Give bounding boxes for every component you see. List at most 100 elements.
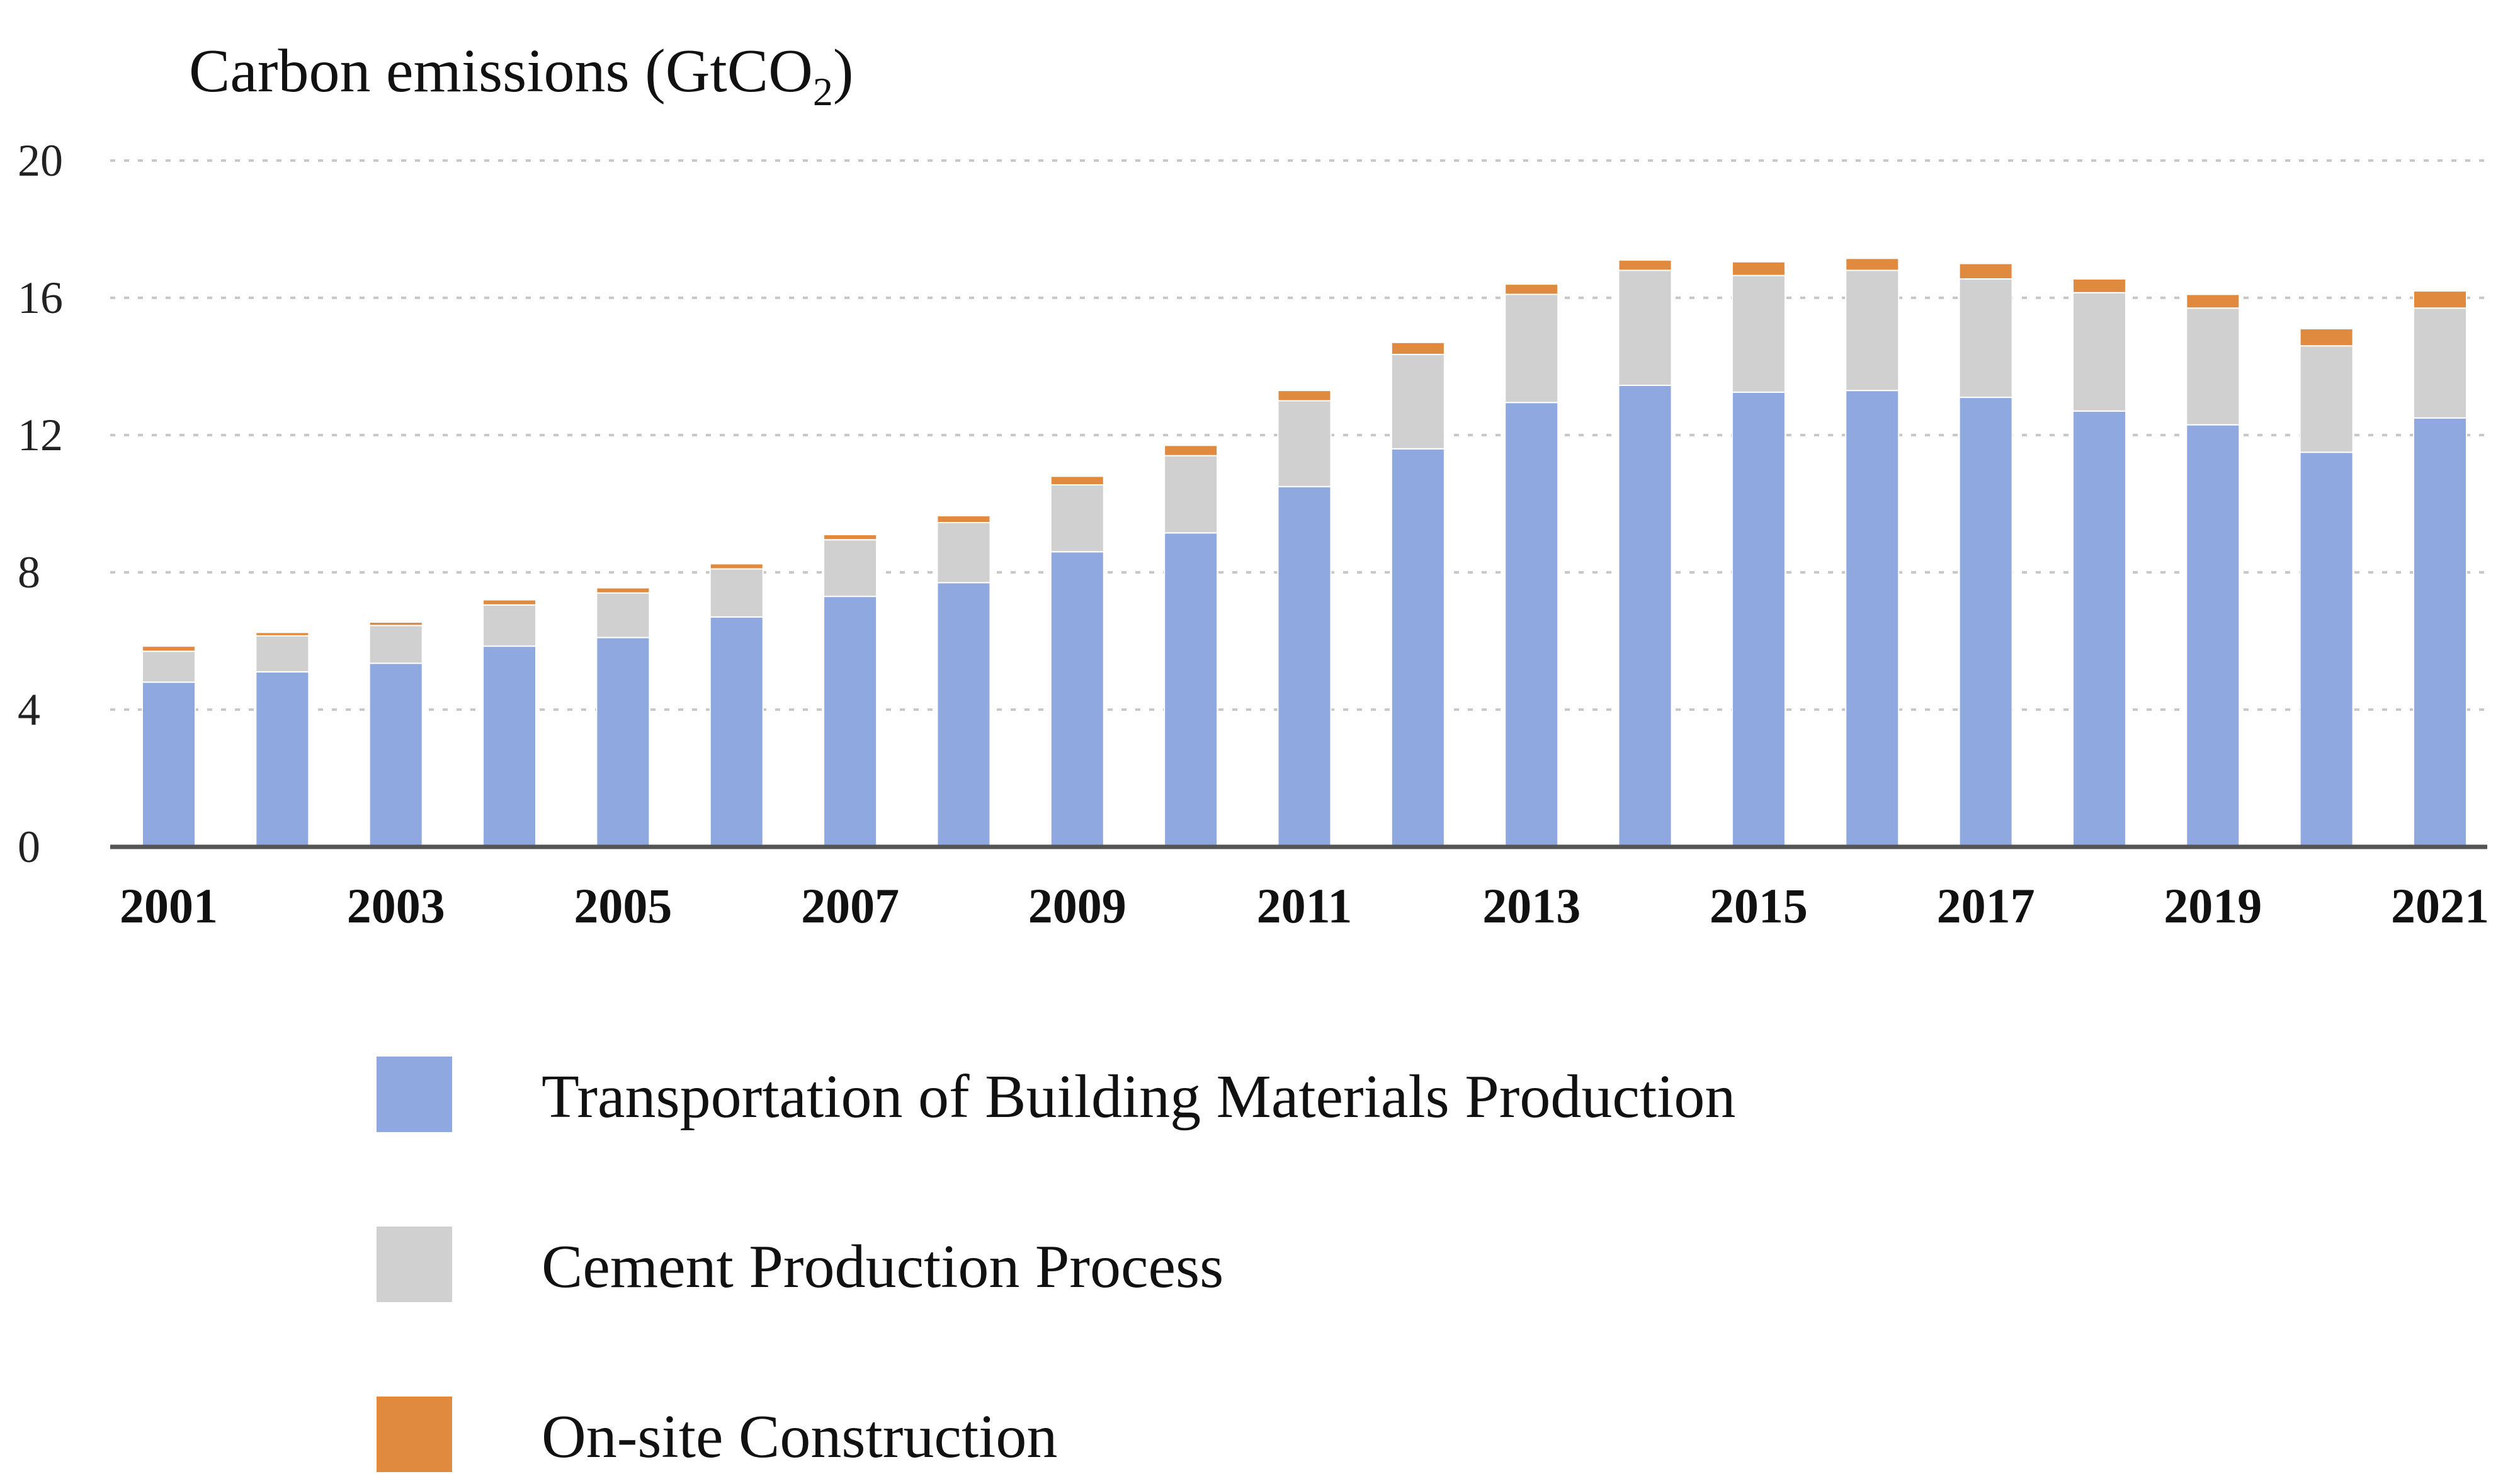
bar-onsite <box>596 587 650 594</box>
bar-transportation <box>936 582 991 848</box>
x-tick-label: 2011 <box>1257 878 1353 933</box>
bar-onsite <box>1731 261 1786 276</box>
bar-group-2002 <box>255 632 310 848</box>
bar-group-2020 <box>2299 328 2354 848</box>
bar-onsite <box>482 599 537 606</box>
y-axis-title-subscript: 2 <box>813 69 833 114</box>
y-axis-title: Carbon emissions (GtCO2) <box>189 37 854 114</box>
bar-onsite <box>2413 290 2467 309</box>
x-axis-ticks: 2001 2003 2005 2007 2009 2011 2013 2015 2017 2019… <box>120 878 2489 933</box>
bar-transportation <box>2186 424 2240 848</box>
y-tick-label: 8 <box>18 547 40 598</box>
legend-label: On-site Construction <box>542 1403 1057 1471</box>
bar-group-2003 <box>368 621 423 848</box>
x-tick-label: 2007 <box>801 878 899 933</box>
bar-onsite <box>1504 283 1559 295</box>
bar-transportation <box>1050 551 1104 848</box>
legend: Transportation of Building Materials Pro… <box>377 1057 1735 1472</box>
bar-cement <box>1504 293 1559 404</box>
bar-onsite <box>2072 278 2126 293</box>
bar-group-2009 <box>1050 475 1104 848</box>
bar-transportation <box>1390 448 1445 848</box>
bar-cement <box>936 521 991 584</box>
y-tick-label: 16 <box>18 273 63 323</box>
bar-group-2005 <box>596 587 650 848</box>
legend-label: Transportation of Building Materials Pro… <box>542 1063 1735 1131</box>
bar-cement <box>482 604 537 647</box>
bar-group-2013 <box>1504 283 1559 848</box>
bar-group-2007 <box>823 534 878 848</box>
bar-onsite <box>2186 293 2240 309</box>
bar-cement <box>2299 345 2354 453</box>
bar-cement <box>1277 400 1332 487</box>
bar-cement <box>709 568 764 618</box>
bar-onsite <box>1050 475 1104 486</box>
bar-onsite <box>1277 390 1332 402</box>
bar-transportation <box>142 681 196 848</box>
bar-transportation <box>1504 402 1559 848</box>
bar-cement <box>2186 307 2240 426</box>
bar-transportation <box>255 671 310 848</box>
legend-swatch <box>377 1227 452 1302</box>
bar-onsite <box>1618 259 1672 271</box>
bar-group-2014 <box>1618 259 1672 848</box>
bar-group-2008 <box>936 515 991 848</box>
x-tick-label: 2015 <box>1710 878 1808 933</box>
bar-cement <box>596 592 650 638</box>
legend-item: Cement Production Process <box>377 1227 1223 1302</box>
bar-cement <box>1845 269 1900 392</box>
bar-transportation <box>709 616 764 848</box>
x-tick-label: 2013 <box>1482 878 1581 933</box>
bar-cement <box>823 539 878 598</box>
bar-onsite <box>1164 445 1218 456</box>
bar-onsite <box>1958 263 2013 280</box>
bar-cement <box>1164 455 1218 534</box>
bars <box>142 258 2467 848</box>
bar-cement <box>1958 278 2013 399</box>
bar-transportation <box>1277 485 1332 848</box>
y-tick-label: 0 <box>18 822 40 872</box>
bar-group-2021 <box>2413 290 2467 848</box>
bar-transportation <box>2299 451 2354 848</box>
bar-group-2019 <box>2186 293 2240 848</box>
bar-group-2001 <box>142 645 196 848</box>
x-tick-label: 2021 <box>2391 878 2489 933</box>
bar-onsite <box>1845 258 1900 271</box>
bar-onsite <box>1390 341 1445 355</box>
legend-label: Cement Production Process <box>542 1233 1223 1301</box>
bar-onsite <box>823 534 878 541</box>
bar-onsite <box>2299 328 2354 347</box>
x-tick-label: 2001 <box>120 878 218 933</box>
x-tick-label: 2005 <box>574 878 672 933</box>
x-tick-label: 2017 <box>1937 878 2035 933</box>
bar-transportation <box>1958 397 2013 848</box>
x-tick-label: 2003 <box>347 878 445 933</box>
legend-item: On-site Construction <box>377 1397 1057 1472</box>
bar-group-2006 <box>709 563 764 848</box>
bar-cement <box>2413 307 2467 419</box>
bar-group-2018 <box>2072 278 2126 848</box>
bar-transportation <box>1731 391 1786 848</box>
bar-cement <box>368 625 423 664</box>
bar-group-2004 <box>482 599 537 848</box>
bar-group-2012 <box>1390 341 1445 848</box>
bar-group-2011 <box>1277 390 1332 848</box>
bar-cement <box>1731 275 1786 393</box>
bar-cement <box>1050 484 1104 553</box>
bar-cement <box>1618 269 1672 386</box>
legend-swatch <box>377 1397 452 1472</box>
bar-transportation <box>823 596 878 848</box>
bar-transportation <box>1845 390 1900 848</box>
bar-transportation <box>1618 384 1672 848</box>
bar-cement <box>1390 353 1445 450</box>
legend-item: Transportation of Building Materials Pro… <box>377 1057 1735 1132</box>
y-axis-title-main: Carbon emissions (GtCO <box>189 37 813 105</box>
bar-transportation <box>596 637 650 848</box>
bar-transportation <box>2072 410 2126 848</box>
bar-group-2015 <box>1731 261 1786 848</box>
bar-onsite <box>142 645 196 652</box>
x-tick-label: 2009 <box>1028 878 1127 933</box>
bar-transportation <box>1164 532 1218 848</box>
